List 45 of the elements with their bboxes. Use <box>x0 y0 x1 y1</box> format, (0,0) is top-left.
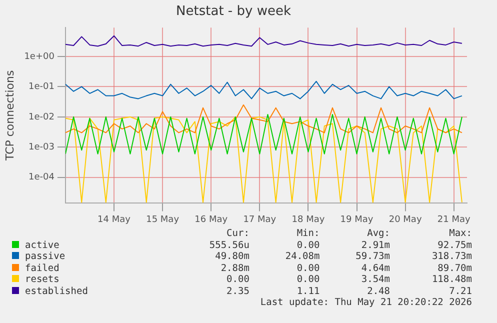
y-tick-label: 1e-02 <box>28 112 54 122</box>
text: 2.35 <box>226 286 250 297</box>
text: 0.00 <box>296 240 320 251</box>
text: 59.73m <box>354 251 390 262</box>
text: 89.70m <box>436 262 472 274</box>
text: 2.88m <box>220 262 250 274</box>
x-tick-label: 15 May <box>146 214 180 225</box>
y-tick-label: 1e-04 <box>28 172 55 183</box>
x-tick-label: 16 May <box>194 214 228 225</box>
legend-label: established <box>24 286 88 296</box>
chart-title: Netstat - by week <box>176 4 292 20</box>
text: 2.48 <box>366 286 390 297</box>
text: 318.73m <box>430 251 472 262</box>
legend-label: active <box>24 240 60 250</box>
y-axis-title: TCP connections <box>3 70 16 162</box>
text: 0.00 <box>296 262 320 274</box>
text: 49.80m <box>214 251 250 262</box>
y-tick-label: 1e-01 <box>28 82 54 92</box>
y-tick-label: 1e+00 <box>24 52 55 62</box>
text: 555.56u <box>208 240 250 251</box>
x-tick-label: 17 May <box>243 214 277 225</box>
text: 118.48m <box>430 274 472 286</box>
x-tick-label: 19 May <box>340 214 374 225</box>
text: Max: <box>448 228 472 240</box>
text: Last update: Thu May 21 20:20:22 2026 <box>259 297 472 308</box>
x-tick-label: 18 May <box>292 214 326 225</box>
text: 0.00 <box>296 274 320 286</box>
text: Min: <box>296 228 320 240</box>
text: 7.21 <box>448 286 472 297</box>
x-tick-label: 14 May <box>98 214 132 225</box>
text: 0.00 <box>226 274 250 286</box>
legend-label: passive <box>24 251 66 262</box>
text: 1.11 <box>296 286 320 297</box>
text: Avg: <box>366 228 390 240</box>
y-tick-label: 1e-03 <box>28 142 54 152</box>
text: 24.08m <box>284 251 320 262</box>
legend-label: failed <box>24 262 60 274</box>
text: 4.64m <box>360 262 390 274</box>
legend-label: resets <box>24 274 60 285</box>
x-tick-label: 20 May <box>388 214 422 225</box>
text: 3.54m <box>360 274 390 286</box>
x-tick-label: 21 May <box>437 214 471 225</box>
text: 92.75m <box>436 240 472 251</box>
text: Cur: <box>226 228 250 240</box>
text: 2.91m <box>360 240 390 251</box>
